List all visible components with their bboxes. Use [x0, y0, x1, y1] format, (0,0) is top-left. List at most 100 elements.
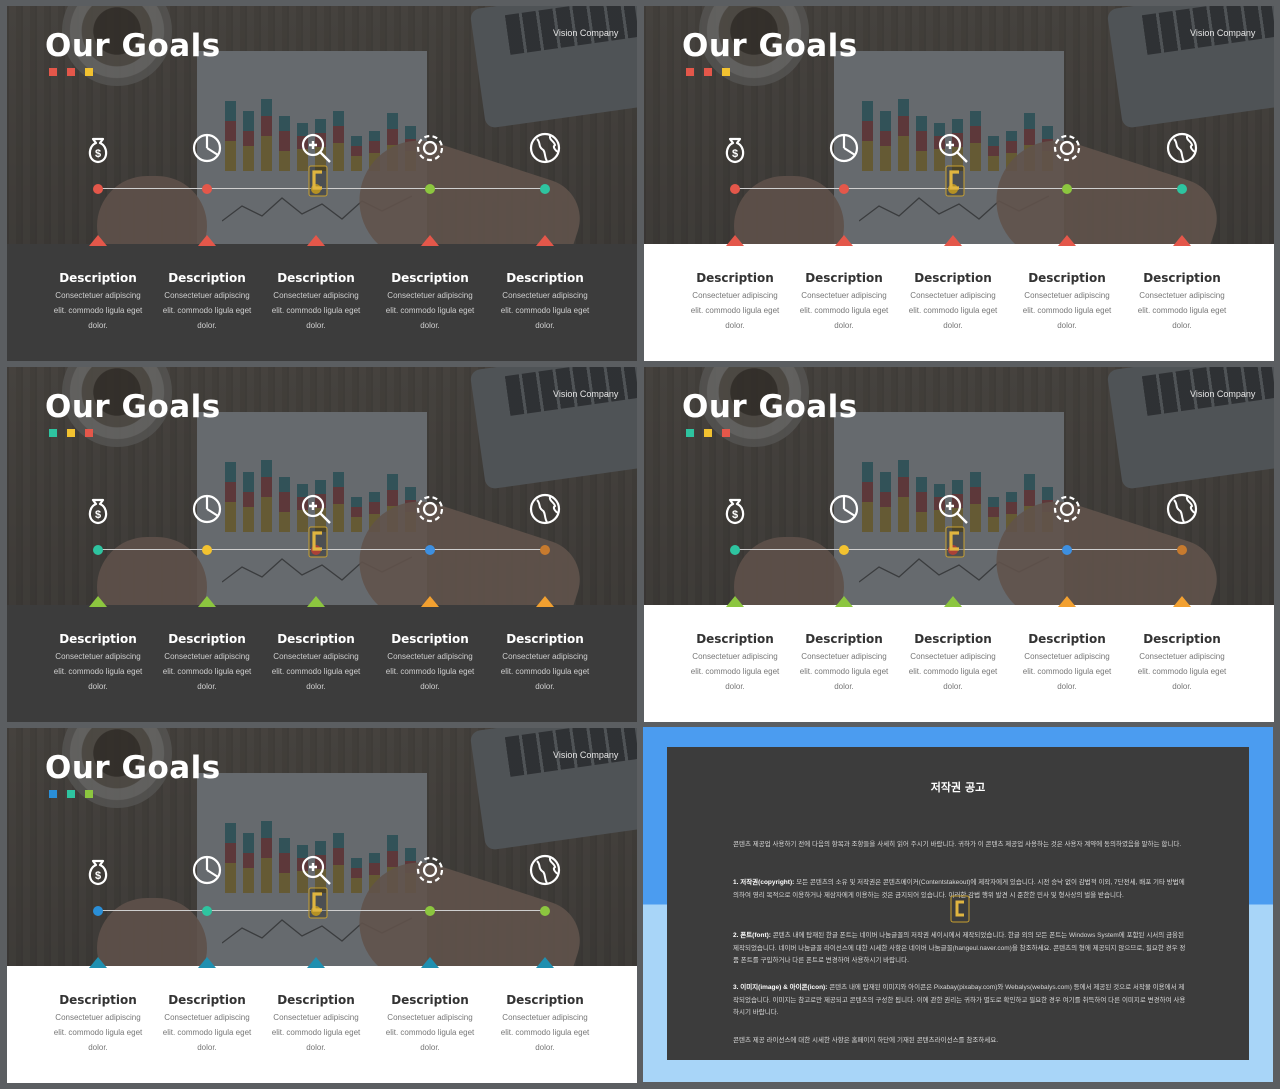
pointer-triangle — [307, 957, 325, 968]
description-heading: Description — [805, 632, 883, 646]
description-line: elit. commodo ligula eget — [271, 1028, 361, 1037]
description-heading: Description — [59, 993, 137, 1007]
description-block: Description Consectetuer adipiscing elit.… — [152, 993, 262, 1055]
description-heading: Description — [59, 632, 137, 646]
slide-title: Our Goals — [682, 389, 858, 425]
description-line: dolor. — [535, 682, 555, 691]
globe-icon — [529, 132, 561, 164]
description-block: Description Consectetuer adipiscing elit.… — [680, 632, 790, 694]
description-line: Consectetuer adipiscing — [502, 652, 588, 661]
magnifier-plus-icon — [301, 494, 331, 524]
dark-overlay — [7, 6, 637, 244]
pointer-triangle — [835, 235, 853, 246]
description-text: Consectetuer adipiscing elit. commodo lig… — [1012, 288, 1122, 333]
notice-title: 저작권 공고 — [930, 781, 986, 794]
description-line: Consectetuer adipiscing — [502, 1013, 588, 1022]
description-line: dolor. — [88, 682, 108, 691]
description-block: Description Consectetuer adipiscing elit.… — [1127, 271, 1237, 333]
money-bag-icon: $ — [725, 137, 745, 164]
description-line: dolor. — [88, 1043, 108, 1052]
notice-box: 저작권 공고 콘텐츠 제공업 사용하기 전에 다음의 항목과 조항들을 사세히 … — [667, 747, 1249, 1060]
description-line: elit. commodo ligula eget — [385, 667, 475, 676]
pointer-triangle — [536, 596, 554, 607]
pointer-triangle — [944, 235, 962, 246]
description-line: Consectetuer adipiscing — [387, 652, 473, 661]
description-heading: Description — [391, 993, 469, 1007]
description-text: Consectetuer adipiscing elit. commodo lig… — [152, 1010, 262, 1055]
description-line: elit. commodo ligula eget — [908, 667, 998, 676]
description-heading: Description — [506, 993, 584, 1007]
timeline-dot — [93, 906, 103, 916]
description-heading: Description — [168, 271, 246, 285]
description-line: Consectetuer adipiscing — [910, 291, 996, 300]
timeline-dot — [1177, 184, 1187, 194]
description-line: dolor. — [88, 321, 108, 330]
description-heading: Description — [168, 632, 246, 646]
magnifier-plus-icon — [938, 133, 968, 163]
timeline-dot — [839, 184, 849, 194]
pie-chart-icon — [192, 133, 222, 163]
description-line: elit. commodo ligula eget — [385, 1028, 475, 1037]
timeline-dot — [540, 906, 550, 916]
timeline-dot — [425, 906, 435, 916]
description-line: elit. commodo ligula eget — [500, 1028, 590, 1037]
notice-intro: 콘텐츠 제공업 사용하기 전에 다음의 항목과 조항들을 사세히 읽어 주시기 … — [733, 841, 1182, 848]
description-line: elit. commodo ligula eget — [908, 306, 998, 315]
slide-title: Our Goals — [45, 28, 221, 64]
pointer-triangle — [198, 596, 216, 607]
description-line: dolor. — [420, 1043, 440, 1052]
description-heading: Description — [277, 632, 355, 646]
description-text: Consectetuer adipiscing elit. commodo lig… — [261, 649, 371, 694]
notice-section-image: 3. 이미지(image) & 아이콘(icon): 콘텐츠 내에 탑재된 이미… — [733, 982, 1188, 1020]
description-text: Consectetuer adipiscing elit. commodo lig… — [43, 1010, 153, 1055]
description-line: Consectetuer adipiscing — [387, 1013, 473, 1022]
pointer-triangle — [89, 235, 107, 246]
description-line: Consectetuer adipiscing — [910, 652, 996, 661]
notice-section-label: 1. 저작권(copyright): — [733, 879, 795, 886]
dark-overlay — [644, 367, 1274, 605]
description-line: elit. commodo ligula eget — [690, 306, 780, 315]
pie-chart-icon — [192, 855, 222, 885]
pie-chart-icon — [192, 494, 222, 524]
accent-square — [85, 429, 93, 437]
notice-section-copyright: 1. 저작권(copyright): 모든 콘텐츠의 소유 및 저작권은 콘텐츠… — [733, 877, 1188, 902]
dark-overlay — [7, 367, 637, 605]
pointer-triangle — [1058, 235, 1076, 246]
description-heading: Description — [391, 632, 469, 646]
gear-icon — [416, 134, 444, 162]
description-heading: Description — [168, 993, 246, 1007]
description-heading: Description — [914, 632, 992, 646]
description-line: elit. commodo ligula eget — [271, 667, 361, 676]
accent-square — [686, 429, 694, 437]
slide-title: Our Goals — [682, 28, 858, 64]
description-text: Consectetuer adipiscing elit. commodo lig… — [898, 649, 1008, 694]
timeline-dot — [202, 184, 212, 194]
description-block: Description Consectetuer adipiscing elit.… — [375, 993, 485, 1055]
timeline-dot — [93, 184, 103, 194]
globe-icon — [1166, 493, 1198, 525]
notice-section-font: 2. 폰트(font): 콘텐츠 내에 탑재된 한글 폰트는 네이버 나눔글꼴의… — [733, 930, 1188, 968]
description-text: Consectetuer adipiscing elit. commodo lig… — [261, 1010, 371, 1055]
description-line: Consectetuer adipiscing — [164, 1013, 250, 1022]
accent-square — [704, 429, 712, 437]
description-block: Description Consectetuer adipiscing elit.… — [152, 632, 262, 694]
accent-square — [49, 790, 57, 798]
description-line: Consectetuer adipiscing — [273, 291, 359, 300]
gear-icon — [1053, 134, 1081, 162]
description-line: elit. commodo ligula eget — [1022, 667, 1112, 676]
description-block: Description Consectetuer adipiscing elit.… — [261, 632, 371, 694]
description-line: Consectetuer adipiscing — [801, 652, 887, 661]
magnifier-plus-icon — [301, 855, 331, 885]
description-heading: Description — [696, 632, 774, 646]
goals-slide: Our Goals Vision Company $ Description Con… — [644, 367, 1274, 722]
description-line: dolor. — [306, 321, 326, 330]
description-block: Description Consectetuer adipiscing elit.… — [1127, 632, 1237, 694]
description-text: Consectetuer adipiscing elit. commodo lig… — [1127, 649, 1237, 694]
description-line: dolor. — [1057, 321, 1077, 330]
description-block: Description Consectetuer adipiscing elit.… — [375, 271, 485, 333]
accent-square — [704, 68, 712, 76]
description-block: Description Consectetuer adipiscing elit.… — [898, 632, 1008, 694]
timeline-dot — [202, 545, 212, 555]
svg-text:$: $ — [732, 148, 738, 160]
description-text: Consectetuer adipiscing elit. commodo lig… — [1127, 288, 1237, 333]
